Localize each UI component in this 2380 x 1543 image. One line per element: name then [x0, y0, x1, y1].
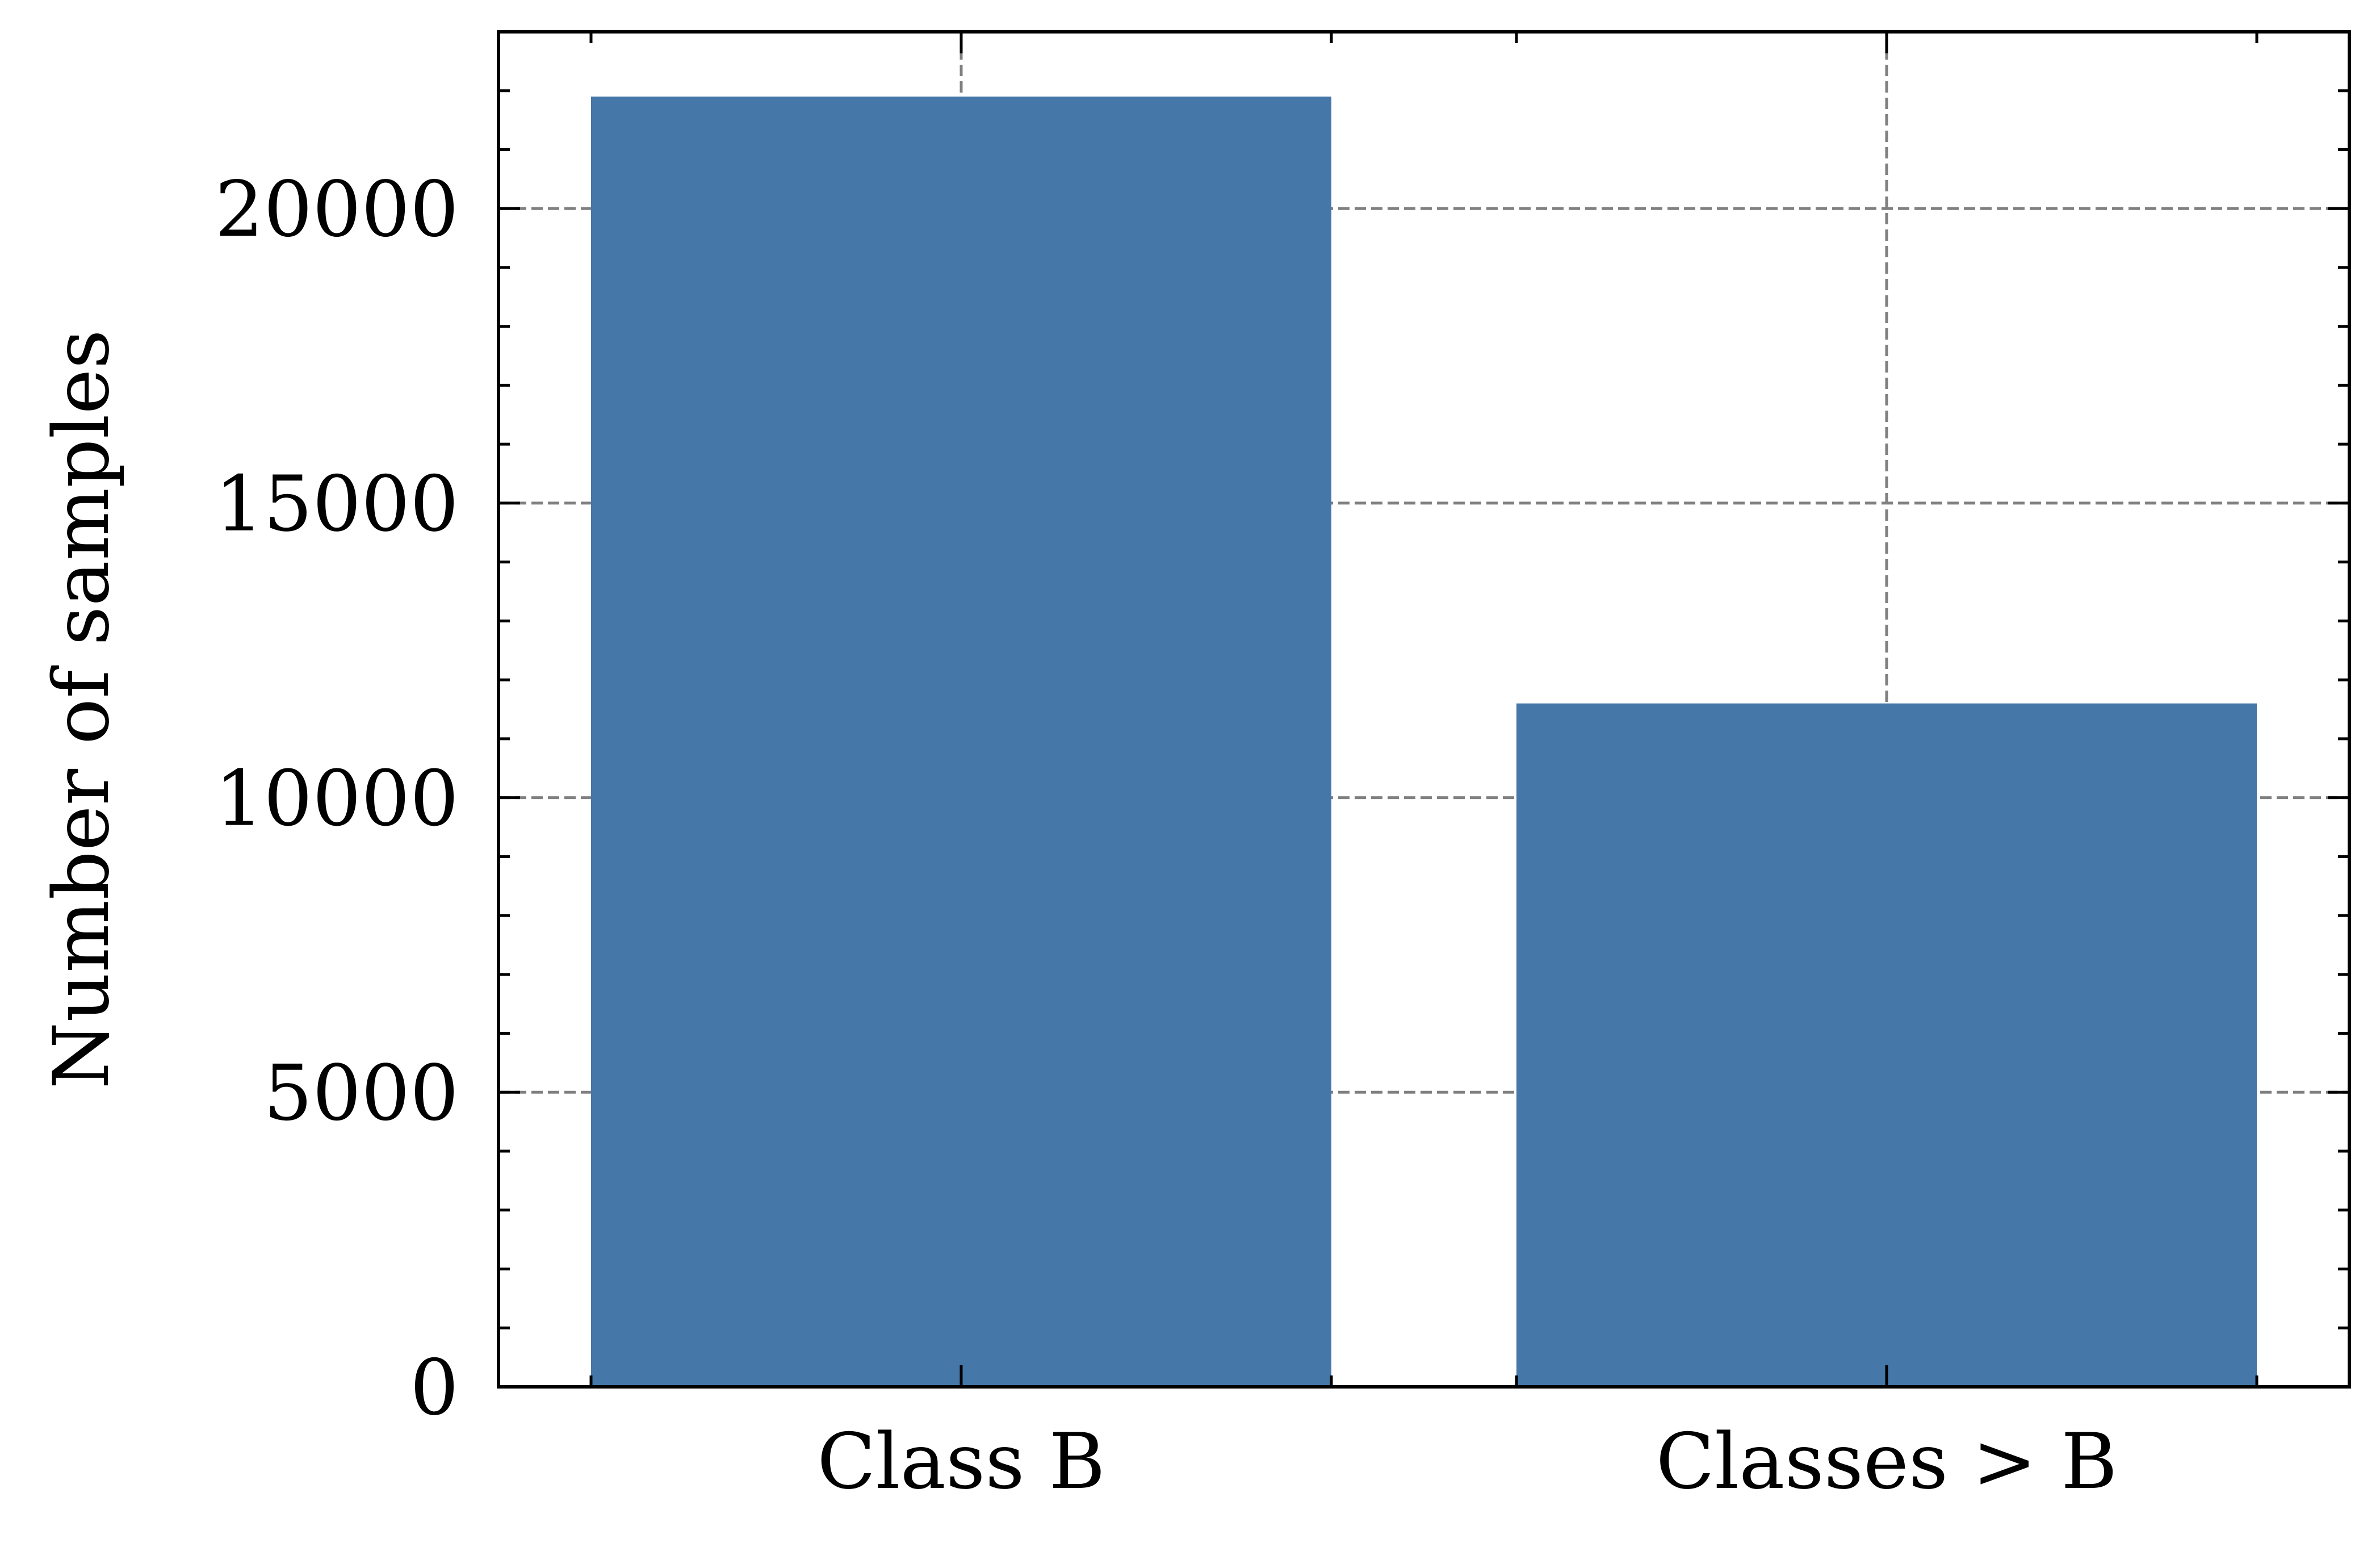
y-tick-label: 15000	[215, 459, 459, 549]
bar-1	[591, 97, 1331, 1387]
y-axis-label: Number of samples	[37, 329, 126, 1089]
x-tick-label: Classes > B	[1656, 1417, 2118, 1506]
plot-frame	[497, 30, 2351, 1389]
tick-marks	[498, 32, 2349, 1387]
y-tick-label: 20000	[215, 165, 459, 254]
bar-2	[1516, 703, 2257, 1387]
tick-labels: 0 5000 10000 15000 20000 Class B Classes > B	[215, 165, 2118, 1506]
y-tick-label: 0	[410, 1343, 459, 1432]
y-tick-label: 10000	[215, 754, 459, 843]
bars	[591, 97, 2257, 1387]
y-tick-label: 5000	[263, 1048, 459, 1138]
x-tick-label: Class B	[817, 1417, 1105, 1506]
